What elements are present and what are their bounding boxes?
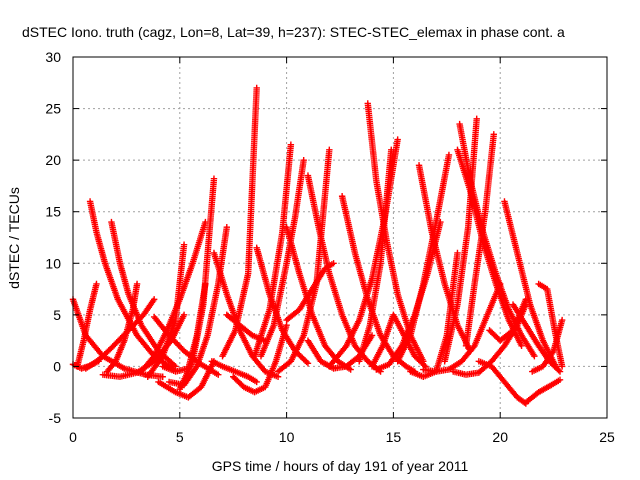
data-point [556,376,564,384]
x-tick-label: 0 [69,429,77,445]
y-tick-label: 20 [45,152,61,168]
data-point [558,363,566,370]
series-42 [462,131,497,349]
y-axis-label: dSTEC / TECUs [6,187,22,289]
series-5 [74,280,100,370]
series-46 [501,198,559,370]
data-layer [69,84,566,407]
series-22 [257,156,307,360]
data-point [531,352,538,360]
series-23 [251,141,295,360]
series-20 [230,321,290,396]
data-point [303,358,310,366]
data-point [558,316,566,324]
data-point [180,311,188,319]
series-9 [138,218,209,375]
x-tick-label: 10 [279,429,295,445]
data-point [490,131,497,138]
series-6 [108,218,179,370]
y-tick-label: 25 [45,101,61,117]
series-7 [103,280,141,375]
data-point [518,342,525,349]
series-50 [529,316,566,375]
data-point [368,332,376,339]
data-point [133,280,141,288]
data-point [347,366,354,373]
grid [73,57,607,418]
series-18 [219,84,260,360]
data-point [420,361,428,369]
series-33 [368,311,429,370]
data-point [210,175,218,182]
data-point [223,223,230,231]
series-47 [509,301,564,375]
series-17 [208,358,260,386]
data-point [454,249,461,257]
series-49 [535,280,566,370]
tick-labels: 0 5 10 15 20 25 -5 0 5 10 15 20 25 30 [45,49,615,445]
series-10 [144,241,188,380]
data-point [445,151,453,159]
series-15 [176,175,218,393]
series-12 [155,358,218,401]
data-point [470,344,477,351]
data-point [253,378,260,386]
data-point [170,361,178,369]
data-point [253,84,260,92]
y-tick-label: -5 [49,410,62,426]
data-point [287,141,295,148]
x-tick-label: 15 [386,429,402,445]
series-37 [394,151,453,365]
y-tick-label: 15 [45,204,61,220]
data-point [247,331,255,338]
data-point [300,156,307,164]
series-14 [165,223,230,389]
x-axis-label: GPS time / hours of day 191 of year 2011 [212,458,469,474]
data-point [93,280,100,288]
data-point [215,371,222,378]
data-point [330,260,337,267]
y-tick-label: 30 [45,49,61,65]
plot-frame [72,56,608,419]
series-36 [407,249,461,380]
x-tick-label: 25 [599,429,615,445]
data-point [555,367,562,374]
y-tick-label: 0 [53,358,61,374]
data-point [304,360,312,367]
chart-title: dSTEC Iono. truth (cagz, Lon=8, Lat=39, … [22,24,565,40]
data-point [388,146,395,154]
data-point [394,136,401,143]
data-point [150,296,158,303]
y-tick-label: 10 [45,255,61,271]
x-tick-label: 5 [176,429,184,445]
series-41 [454,146,525,349]
ticks [72,56,608,419]
series-48 [522,376,564,406]
x-tick-label: 20 [492,429,508,445]
data-point [556,368,564,375]
data-point [326,146,333,154]
y-tick-label: 5 [53,307,61,323]
series-26 [283,260,337,324]
data-point [159,373,166,380]
data-point [180,241,188,248]
data-point [473,115,480,123]
series-44 [475,358,530,407]
series-38 [420,280,504,375]
series-40 [441,115,480,365]
series-32 [356,146,395,365]
